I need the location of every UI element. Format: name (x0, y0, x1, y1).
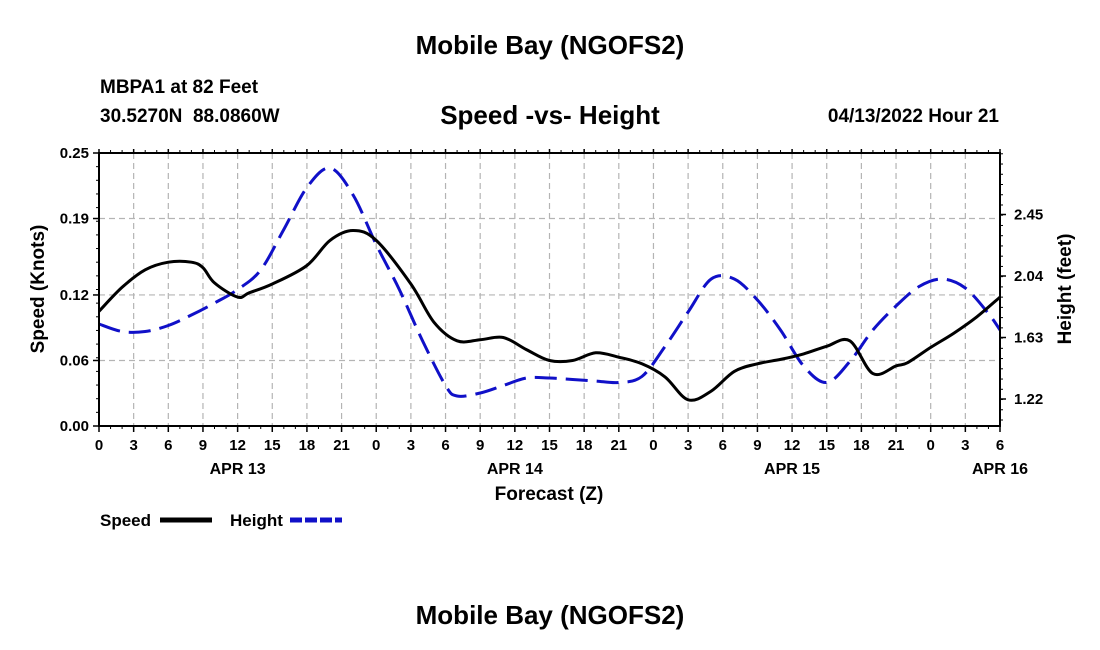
x-tick-label: 18 (576, 437, 593, 454)
x-tick-label: 18 (299, 437, 316, 454)
y2-tick-label: 1.63 (1014, 330, 1043, 347)
y2-tick-label: 2.45 (1014, 207, 1043, 224)
y-tick-label: 0.19 (60, 211, 89, 228)
date-label: APR 16 (972, 461, 1028, 478)
x-tick-label: 3 (961, 437, 969, 454)
date-label: APR 15 (764, 461, 820, 478)
x-tick-label: 15 (541, 437, 558, 454)
y2-tick-label: 2.04 (1014, 268, 1044, 285)
axes: 0 3 6 9 12 15 18 21 0 3 6 9 12 15 18 21 0 3 6 9 12 15 18 21 0 3 6 A… (60, 145, 1044, 478)
forecast-run-time: 04/13/2022 Hour 21 (827, 106, 999, 127)
x-tick-label: 9 (199, 437, 207, 454)
date-label: APR 13 (210, 461, 266, 478)
series-layer (97, 166, 1002, 402)
x-axis-label: Forecast (Z) (495, 484, 604, 505)
x-tick-label: 0 (95, 437, 103, 454)
x-tick-label: 21 (333, 437, 350, 454)
x-tick-label: 6 (719, 437, 727, 454)
x-tick-label: 0 (372, 437, 380, 454)
series-line-height (98, 166, 1002, 398)
legend-height-label: Height (230, 511, 283, 530)
x-tick-label: 6 (164, 437, 172, 454)
main-title: Mobile Bay (NGOFS2) (415, 30, 685, 60)
x-tick-label: 12 (507, 437, 524, 454)
x-tick-label: 18 (853, 437, 870, 454)
x-tick-label: 6 (996, 437, 1004, 454)
x-tick-label: 15 (818, 437, 835, 454)
x-tick-label: 3 (684, 437, 692, 454)
x-tick-label: 12 (784, 437, 801, 454)
x-tick-label: 21 (888, 437, 905, 454)
x-tick-label: 3 (129, 437, 137, 454)
x-tick-label: 0 (927, 437, 935, 454)
y-tick-label: 0.06 (60, 352, 89, 369)
x-tick-label: 9 (753, 437, 761, 454)
y-axis-label: Speed (Knots) (28, 225, 49, 354)
x-tick-label: 12 (229, 437, 246, 454)
x-tick-label: 6 (441, 437, 449, 454)
chart-title: Speed -vs- Height (440, 100, 660, 130)
station-name: MBPA1 at 82 Feet (100, 77, 259, 98)
y-tick-label: 0.25 (60, 145, 89, 162)
y-tick-label: 0.00 (60, 418, 89, 435)
x-tick-label: 0 (649, 437, 657, 454)
legend: Speed Height (100, 511, 342, 530)
bottom-title: Mobile Bay (NGOFS2) (415, 600, 685, 630)
station-coordinates: 30.5270N 88.0860W (100, 106, 280, 127)
grid (99, 153, 1000, 426)
x-tick-label: 21 (610, 437, 627, 454)
date-label: APR 14 (487, 461, 543, 478)
y-tick-label: 0.12 (60, 287, 89, 304)
x-tick-label: 15 (264, 437, 281, 454)
legend-speed-label: Speed (100, 511, 151, 530)
series-line-speed (97, 229, 1001, 402)
y2-axis-label: Height (feet) (1055, 234, 1076, 345)
x-tick-label: 3 (407, 437, 415, 454)
x-tick-label: 9 (476, 437, 484, 454)
y2-tick-label: 1.22 (1014, 391, 1043, 408)
